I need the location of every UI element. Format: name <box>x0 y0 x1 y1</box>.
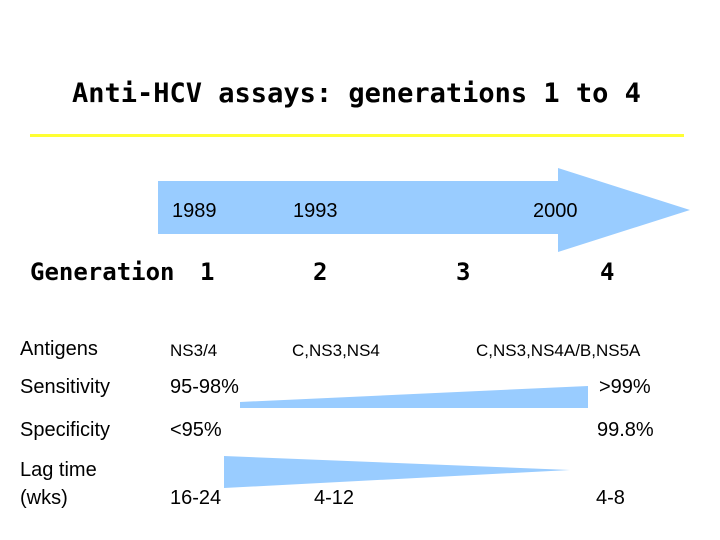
generation-1: 1 <box>200 258 215 286</box>
slide-title: Anti-HCV assays: generations 1 to 4 <box>72 78 641 109</box>
generation-4: 4 <box>600 258 615 286</box>
year-1993: 1993 <box>293 200 338 222</box>
specificity-end: 99.8% <box>597 419 654 441</box>
antigens-gen2: C,NS3,NS4 <box>292 341 380 360</box>
sensitivity-end: >99% <box>599 376 651 398</box>
row-label-lag-time-line1: Lag time <box>20 459 97 481</box>
lag-time-gen4: 4-8 <box>596 487 625 509</box>
antigens-gen4: C,NS3,NS4A/B,NS5A <box>476 341 641 360</box>
sensitivity-start: 95-98% <box>170 376 239 398</box>
lag-time-wedge <box>224 456 570 488</box>
row-label-antigens: Antigens <box>20 338 98 360</box>
row-label-sensitivity: Sensitivity <box>20 376 111 398</box>
row-label-specificity: Specificity <box>20 419 111 441</box>
timeline-arrow <box>158 168 690 252</box>
year-2000: 2000 <box>533 200 578 222</box>
year-1989: 1989 <box>172 200 217 222</box>
lag-time-gen1: 16-24 <box>170 487 222 509</box>
sensitivity-wedge <box>240 386 588 408</box>
title-underline <box>30 134 684 137</box>
generation-2: 2 <box>313 258 328 286</box>
generation-3: 3 <box>456 258 471 286</box>
lag-time-gen2: 4-12 <box>314 487 355 509</box>
specificity-start: <95% <box>170 419 222 441</box>
antigens-gen1: NS3/4 <box>170 341 218 360</box>
generation-label: Generation <box>30 258 175 286</box>
row-label-lag-time-line2: (wks) <box>20 487 68 509</box>
